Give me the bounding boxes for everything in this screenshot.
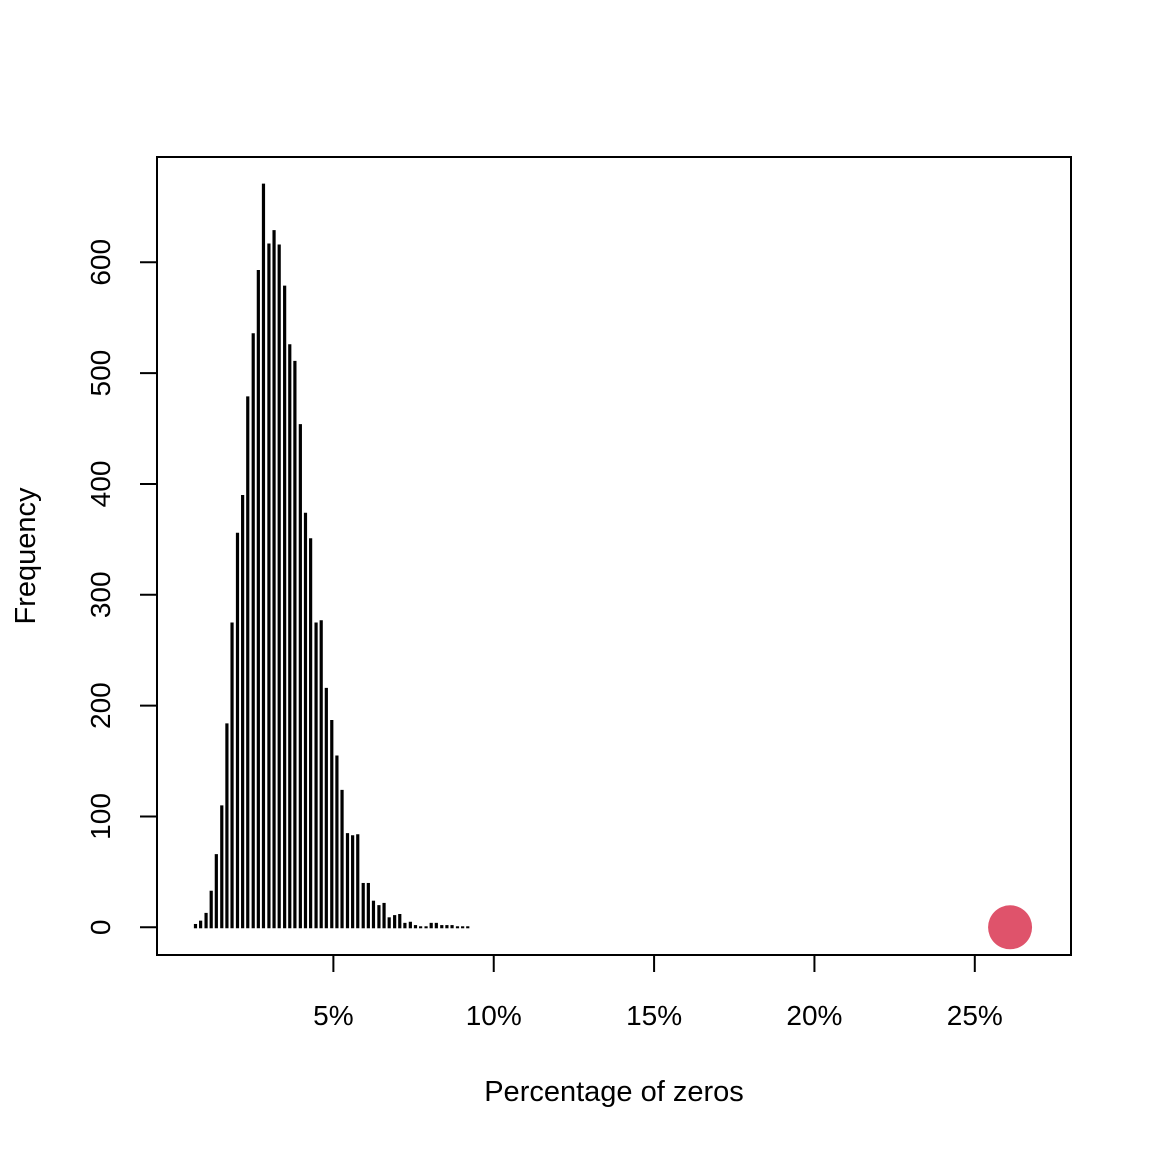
y-tick-label: 600 — [85, 239, 116, 286]
x-tick-label: 20% — [786, 1000, 842, 1031]
y-tick-label: 300 — [85, 571, 116, 618]
y-axis-title: Frequency — [10, 487, 42, 625]
y-tick-label: 200 — [85, 682, 116, 729]
observed-point — [988, 905, 1033, 950]
x-tick-label: 15% — [626, 1000, 682, 1031]
x-tick-label: 5% — [313, 1000, 353, 1031]
highlight-group — [988, 905, 1033, 950]
y-tick-label: 0 — [85, 920, 116, 936]
y-tick-label: 500 — [85, 350, 116, 397]
x-tick-label: 25% — [947, 1000, 1003, 1031]
y-tick-label: 100 — [85, 793, 116, 840]
y-axis: 0 100 200 300 400 500 600 — [85, 239, 158, 936]
x-axis-title: Percentage of zeros — [484, 1076, 744, 1108]
y-tick-label: 400 — [85, 461, 116, 508]
x-axis: 5% 10% 15% 20% 25% — [313, 954, 1003, 1031]
x-tick-label: 10% — [466, 1000, 522, 1031]
bars-group — [193, 183, 470, 929]
